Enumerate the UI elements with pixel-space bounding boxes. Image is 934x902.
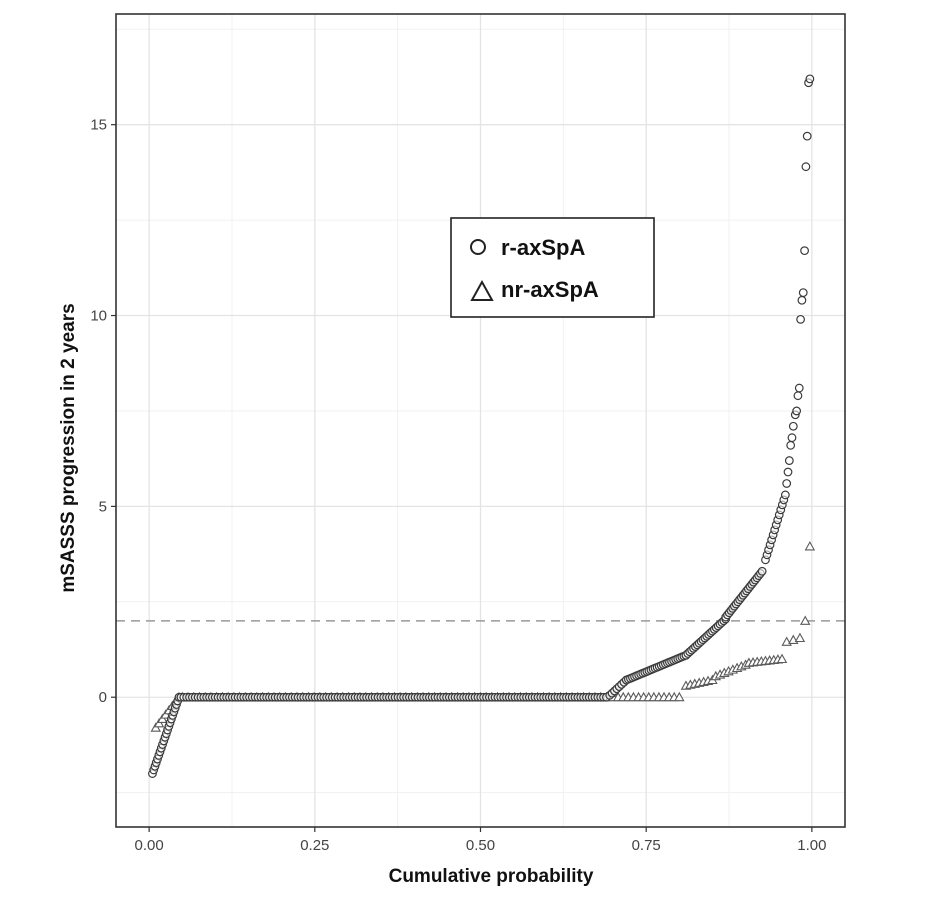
y-axis-ticks: 0 5 10 15	[90, 117, 116, 706]
r-axspa-point	[800, 246, 809, 256]
x-tick-label: 0.75	[632, 837, 661, 854]
x-axis-title: Cumulative probability	[389, 866, 594, 887]
x-tick-label: 0.50	[466, 837, 495, 854]
legend: r-axSpA nr-axSpA	[450, 217, 655, 318]
r-axspa-point	[805, 74, 815, 84]
nr-axspa-point	[674, 691, 685, 702]
r-axspa-point	[797, 295, 807, 305]
series-r-axspa	[148, 74, 815, 778]
y-tick-label: 0	[99, 689, 107, 706]
x-tick-label: 1.00	[797, 837, 826, 854]
r-axspa-point	[782, 479, 792, 488]
r-axspa-point	[757, 566, 767, 576]
r-axspa-point	[788, 421, 798, 431]
data-points	[148, 74, 816, 778]
x-tick-label: 0.25	[300, 837, 329, 854]
y-tick-label: 5	[99, 498, 107, 515]
y-axis-title: mSASSS progression in 2 years	[58, 303, 79, 592]
y-tick-label: 15	[90, 117, 107, 134]
x-tick-label: 0.00	[135, 837, 164, 854]
r-axspa-point	[796, 314, 805, 324]
x-axis-ticks: 0.00 0.25 0.50 0.75 1.00	[135, 827, 826, 854]
nr-axspa-point	[804, 541, 816, 551]
legend-circle-marker	[470, 239, 486, 255]
nr-axspa-point	[794, 632, 806, 643]
r-axspa-point	[792, 406, 802, 416]
r-axspa-point	[798, 288, 808, 298]
nr-axspa-point	[776, 653, 788, 664]
r-axspa-point	[783, 467, 793, 477]
r-axspa-point	[801, 162, 811, 172]
r-axspa-point	[784, 456, 794, 465]
y-tick-label: 10	[90, 308, 107, 325]
legend-label-nr-axspa: nr-axSpA	[501, 277, 599, 302]
legend-box	[450, 217, 655, 318]
r-axspa-point	[787, 433, 797, 443]
legend-label-r-axspa: r-axSpA	[501, 235, 585, 260]
legend-triangle-marker	[470, 279, 494, 301]
nr-axspa-point	[800, 615, 811, 625]
r-axspa-point	[786, 440, 796, 450]
r-axspa-point	[793, 391, 803, 401]
r-axspa-point	[780, 490, 790, 500]
r-axspa-point	[802, 131, 812, 141]
r-axspa-point	[794, 383, 804, 393]
